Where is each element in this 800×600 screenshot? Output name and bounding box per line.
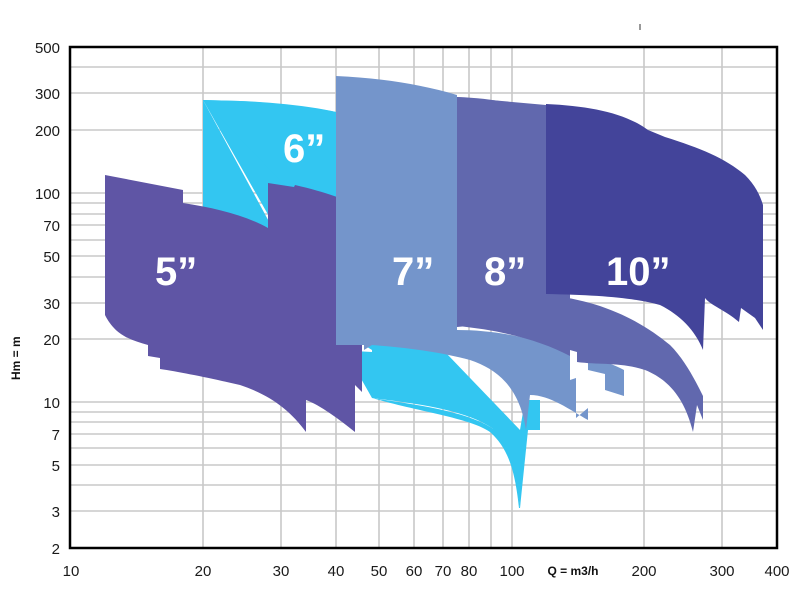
svg-text:50: 50	[371, 563, 388, 580]
svg-text:40: 40	[328, 563, 345, 580]
svg-text:100: 100	[499, 563, 524, 580]
svg-text:80: 80	[461, 563, 478, 580]
svg-text:20: 20	[43, 332, 60, 349]
svg-text:30: 30	[43, 296, 60, 313]
svg-text:10: 10	[43, 395, 60, 412]
svg-text:200: 200	[35, 123, 60, 140]
band-label-5: 5”	[155, 250, 197, 294]
y-axis-title: Hm = m	[9, 336, 23, 380]
svg-text:400: 400	[764, 563, 789, 580]
svg-text:50: 50	[43, 249, 60, 266]
y-axis-labels: 500 300 200 100 70 50 30 20 10 7 5 3 2	[35, 40, 60, 558]
svg-text:70: 70	[435, 563, 452, 580]
band-5-inch	[105, 175, 362, 432]
band-8-inch-body	[457, 97, 703, 432]
band-label-6: 6”	[283, 127, 325, 171]
band-label-8: 8”	[484, 250, 526, 294]
svg-text:70: 70	[43, 218, 60, 235]
svg-text:500: 500	[35, 40, 60, 57]
svg-text:300: 300	[709, 563, 734, 580]
x-axis-labels: 10 20 30 40 50 60 70 80 100 200 300 400	[63, 563, 790, 580]
svg-text:5: 5	[52, 458, 60, 475]
svg-text:60: 60	[406, 563, 423, 580]
svg-text:100: 100	[35, 186, 60, 203]
x-axis-title: Q = m3/h	[547, 564, 598, 578]
svg-text:20: 20	[195, 563, 212, 580]
svg-text:300: 300	[35, 86, 60, 103]
band-label-7: 7”	[392, 250, 434, 294]
band-label-10: 10”	[606, 250, 671, 294]
svg-text:3: 3	[52, 504, 60, 521]
band-7-inch	[336, 76, 624, 430]
svg-text:7: 7	[52, 427, 60, 444]
band-10-inch	[546, 104, 763, 350]
svg-text:10: 10	[63, 563, 80, 580]
svg-text:2: 2	[52, 541, 60, 558]
plot-frame	[68, 45, 779, 550]
svg-text:30: 30	[273, 563, 290, 580]
svg-text:200: 200	[631, 563, 656, 580]
